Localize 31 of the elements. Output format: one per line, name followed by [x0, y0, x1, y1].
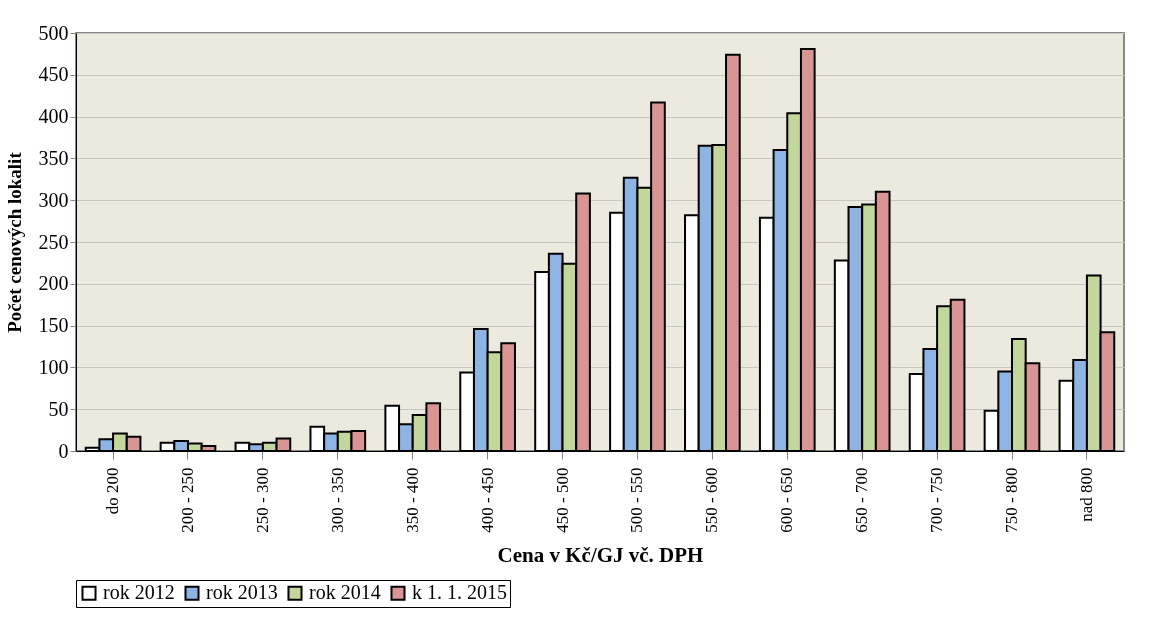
y-tick-label: 150 — [38, 314, 69, 337]
x-tick-label: 250 - 300 — [252, 467, 272, 533]
legend-label: rok 2014 — [309, 581, 381, 604]
x-tick-label: 400 - 450 — [477, 467, 497, 533]
x-tick-label: 300 - 350 — [327, 467, 347, 533]
y-tick-label: 450 — [38, 63, 69, 86]
x-tick-label: 650 - 700 — [852, 467, 872, 533]
y-tick-label: 400 — [38, 105, 69, 128]
x-tick-label: 450 - 500 — [552, 467, 572, 533]
x-tick-label: 700 - 750 — [927, 467, 947, 533]
y-tick-label: 350 — [38, 146, 69, 169]
x-tick-label: 200 - 250 — [177, 467, 197, 533]
legend-label: k 1. 1. 2015 — [412, 581, 507, 604]
y-tick-label: 250 — [38, 230, 69, 253]
x-tick-label: 750 - 800 — [1002, 467, 1022, 533]
x-tick-label: 550 - 600 — [702, 467, 722, 533]
y-tick-label: 50 — [48, 397, 69, 420]
y-tick-label: 200 — [38, 272, 69, 295]
legend-label: rok 2012 — [103, 581, 175, 604]
x-axis-title: Cena v Kč/GJ vč. DPH — [497, 542, 704, 567]
y-axis-title: Počet cenových lokalit — [3, 151, 25, 333]
y-tick-label: 100 — [38, 355, 69, 378]
y-tick-label: 0 — [58, 439, 69, 462]
x-tick-label: nad 800 — [1076, 467, 1096, 522]
x-tick-label: do 200 — [103, 467, 123, 515]
y-tick-label: 500 — [38, 21, 69, 44]
x-tick-label: 350 - 400 — [402, 467, 422, 533]
legend-label: rok 2013 — [206, 581, 278, 604]
y-tick-label: 300 — [38, 188, 69, 211]
x-tick-label: 500 - 550 — [627, 467, 647, 533]
x-tick-label: 600 - 650 — [777, 467, 797, 533]
